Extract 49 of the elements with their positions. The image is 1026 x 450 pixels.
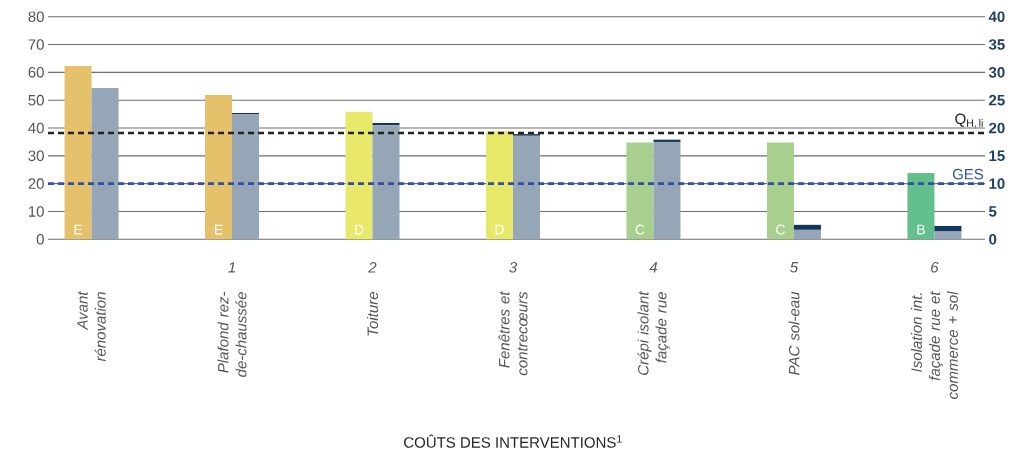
y-tick-label: 40 [28, 122, 44, 134]
bar [793, 224, 821, 230]
y-tick-label: 70 [28, 39, 44, 50]
bar [907, 173, 935, 240]
y-tick-label: 80 [28, 11, 44, 23]
y-tick-label: 30 [28, 150, 44, 162]
text: 1 [228, 262, 235, 273]
y2-tick-label: 20 [989, 122, 1005, 134]
text: 6 [931, 262, 939, 273]
y-tick-label: 50 [28, 94, 44, 106]
y2-tick-label: 0 [989, 233, 997, 245]
bar [653, 139, 681, 142]
x-tick-label: Crépi isolant façade rue [637, 291, 670, 375]
text: 5 [790, 262, 799, 273]
x-tick-label: Isolation int. façade rue et commerce + sol [910, 291, 958, 399]
y-tick-label: 10 [28, 206, 44, 217]
y-tick-label: 60 [28, 67, 44, 78]
bar [766, 142, 794, 240]
x-tick-label: PAC sol-eau [788, 291, 800, 375]
ref-line-label: $\mathrm{Q}_{\mathrm{H,\,li}}$ [955, 113, 983, 129]
annotation: C [776, 224, 785, 235]
annotation: C [635, 224, 645, 235]
annotation: D [495, 224, 504, 235]
y-tick-label: 0 [36, 234, 44, 245]
x-tick-label: Toiture [367, 292, 379, 336]
annotation: D [355, 224, 364, 235]
y2-tick-label: 15 [989, 150, 1005, 162]
bar [372, 122, 400, 126]
y2-tick-label: 40 [988, 11, 1005, 22]
y2-tick-label: 35 [988, 39, 1005, 50]
text: 4 [649, 262, 658, 273]
ref-line-label: GES [952, 168, 984, 180]
y-tick-label: 20 [28, 178, 44, 189]
y2-tick-label: 30 [988, 67, 1005, 78]
y2-tick-label: 10 [989, 178, 1005, 189]
annotation: E [215, 224, 223, 235]
annotation: E [74, 224, 83, 235]
bar [934, 231, 962, 240]
y2-tick-label: 5 [989, 206, 997, 217]
y2-tick-label: 25 [989, 94, 1005, 106]
bar [793, 229, 821, 240]
bar [934, 225, 962, 232]
x-axis-title: COÛTS DES INTERVENTIONS$^{1}$ [404, 434, 622, 448]
x-tick-label: Avant rénovation [77, 290, 106, 362]
x-tick-label: Plafond rez-de-chaussée [217, 291, 247, 377]
x-tick-label: Fenêtres et contrecœurs [498, 290, 528, 376]
text: 2 [368, 262, 377, 273]
annotation: B [917, 224, 925, 235]
text: 3 [509, 262, 518, 273]
